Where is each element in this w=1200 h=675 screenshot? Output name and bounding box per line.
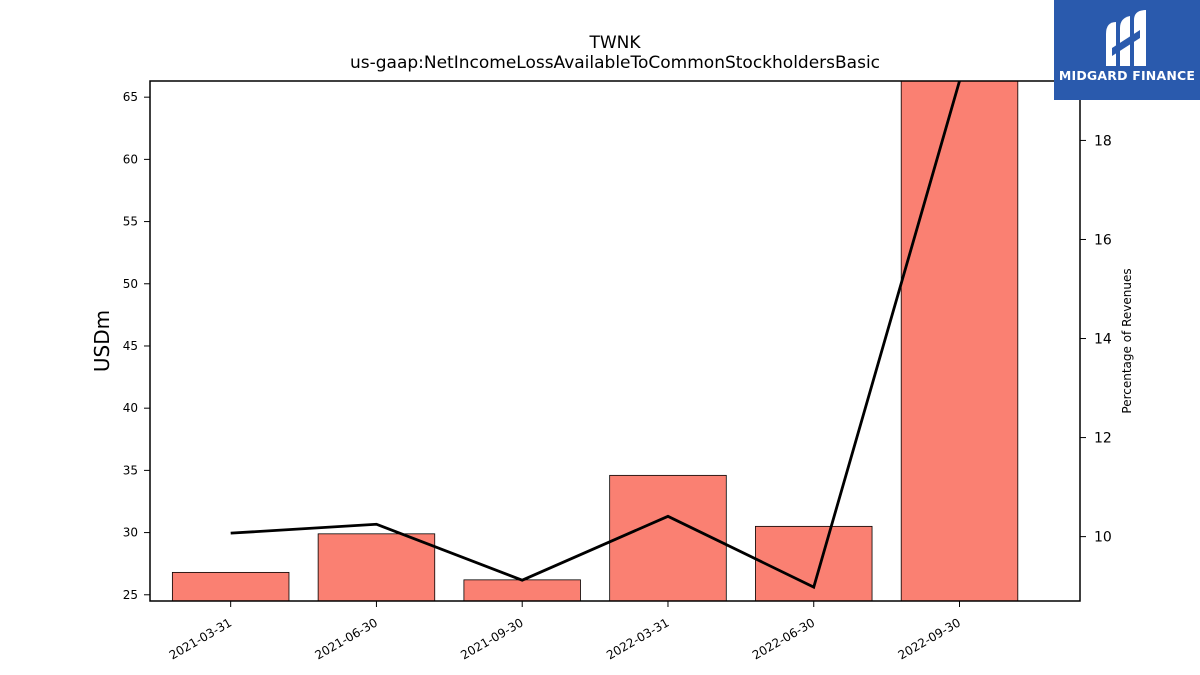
- y-tick-label: 65: [123, 90, 138, 104]
- chart-title: TWNK: [588, 33, 641, 53]
- y-tick-label: 55: [123, 215, 138, 229]
- y-tick-label: 50: [123, 277, 138, 291]
- chart-subtitle: us-gaap:NetIncomeLossAvailableToCommonSt…: [350, 53, 880, 73]
- midgard-logo-icon: [1106, 10, 1146, 66]
- y-tick-label: 60: [123, 152, 138, 166]
- bars-group: [171, 80, 1019, 602]
- x-tick-label: 2022-09-30: [896, 615, 963, 662]
- y2-tick-label: 14: [1094, 332, 1112, 348]
- x-tick-label: 2021-03-31: [167, 615, 234, 662]
- midgard-logo: MIDGARD FINANCE: [1054, 0, 1200, 100]
- logo-text: MIDGARD FINANCE: [1058, 68, 1196, 83]
- x-tick-label: 2022-06-30: [750, 615, 817, 662]
- y2-tick-label: 12: [1094, 431, 1112, 447]
- y-axis-label: USDm: [90, 310, 114, 372]
- x-tick-label: 2022-03-31: [604, 615, 671, 662]
- plot-frame: [149, 80, 1081, 602]
- line-group: [230, 81, 961, 590]
- bar-2022-09-30: [900, 80, 1019, 602]
- y2-tick-label: 16: [1094, 232, 1112, 248]
- y-tick-label: 30: [123, 526, 138, 540]
- y-tick-label: 45: [123, 339, 138, 353]
- y-tick-label: 25: [123, 588, 138, 602]
- bar-2021-09-30: [463, 579, 581, 602]
- bar-2021-06-30: [317, 533, 436, 602]
- x-tick-label: 2021-06-30: [313, 615, 380, 662]
- bar-2022-06-30: [755, 525, 873, 602]
- percentage-line: [230, 81, 961, 590]
- y-tick-label: 40: [123, 401, 138, 415]
- bar-2021-03-31: [171, 571, 290, 602]
- y2-tick-label: 18: [1094, 133, 1112, 149]
- y-tick-label: 35: [123, 463, 138, 477]
- bar-2022-03-31: [609, 474, 727, 602]
- y2-tick-label: 10: [1094, 530, 1112, 546]
- y2-axis-label: Percentage of Revenues: [1120, 268, 1134, 413]
- x-tick-label: 2021-09-30: [458, 615, 525, 662]
